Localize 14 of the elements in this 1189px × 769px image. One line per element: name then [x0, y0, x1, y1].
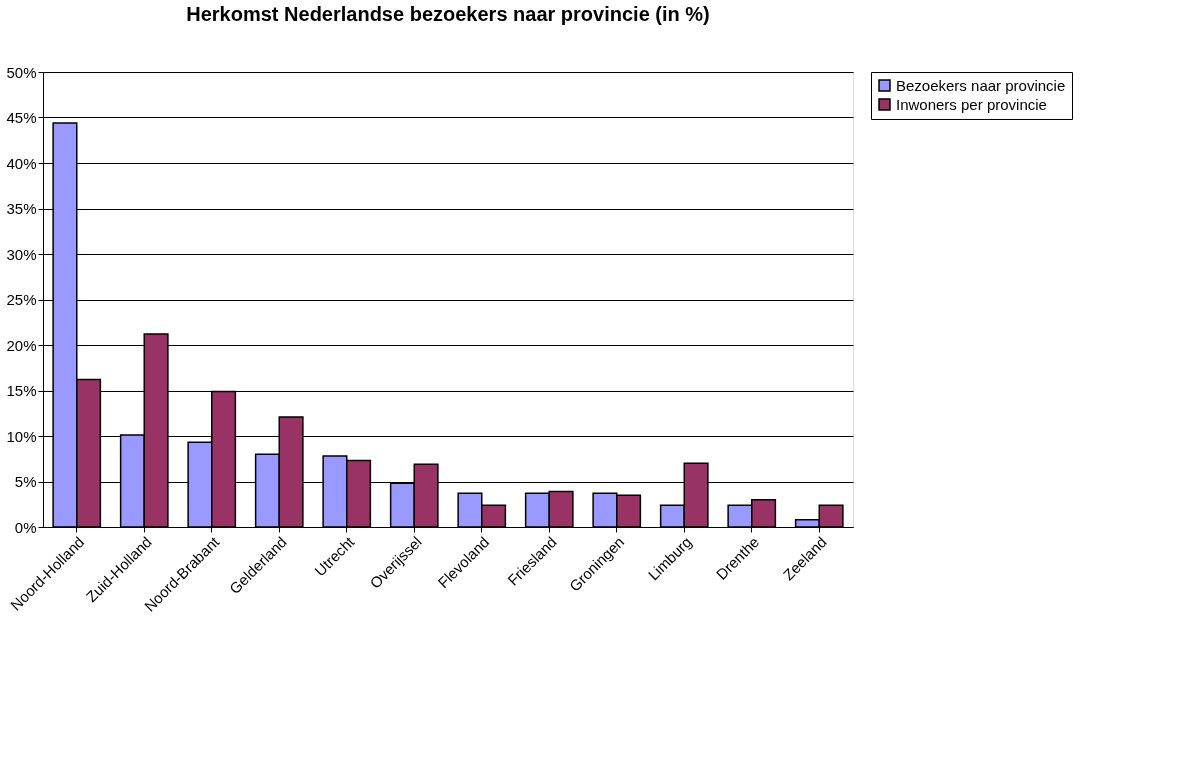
y-tick-label: 45%	[6, 109, 37, 126]
y-tick-label: 50%	[6, 63, 37, 81]
legend-label: Inwoners per provincie	[896, 95, 1047, 113]
legend-label: Bezoekers naar provincie	[896, 76, 1066, 94]
y-tick-label: 35%	[6, 200, 37, 217]
y-tick-label: 15%	[6, 382, 37, 399]
chart-title: Herkomst Nederlandse bezoekers naar provincie (in %)	[186, 3, 710, 25]
y-tick-label: 0%	[14, 518, 37, 536]
y-tick-label: 20%	[6, 336, 37, 354]
y-tick-label: 30%	[6, 245, 37, 263]
y-tick-label: 10%	[6, 427, 37, 445]
y-tick-label: 5%	[14, 473, 37, 490]
y-tick-label: 25%	[6, 291, 37, 308]
y-tick-label: 40%	[6, 154, 37, 172]
